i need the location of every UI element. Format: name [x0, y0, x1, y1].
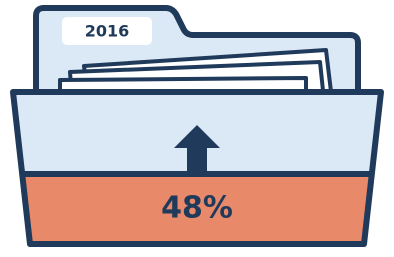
tab-label: 2016 — [85, 22, 130, 41]
folder-illustration: 2016 48% — [0, 0, 394, 257]
value-label: 48% — [161, 191, 233, 226]
page: 2016 48% (() => { const data = JSON.pars… — [0, 0, 394, 257]
